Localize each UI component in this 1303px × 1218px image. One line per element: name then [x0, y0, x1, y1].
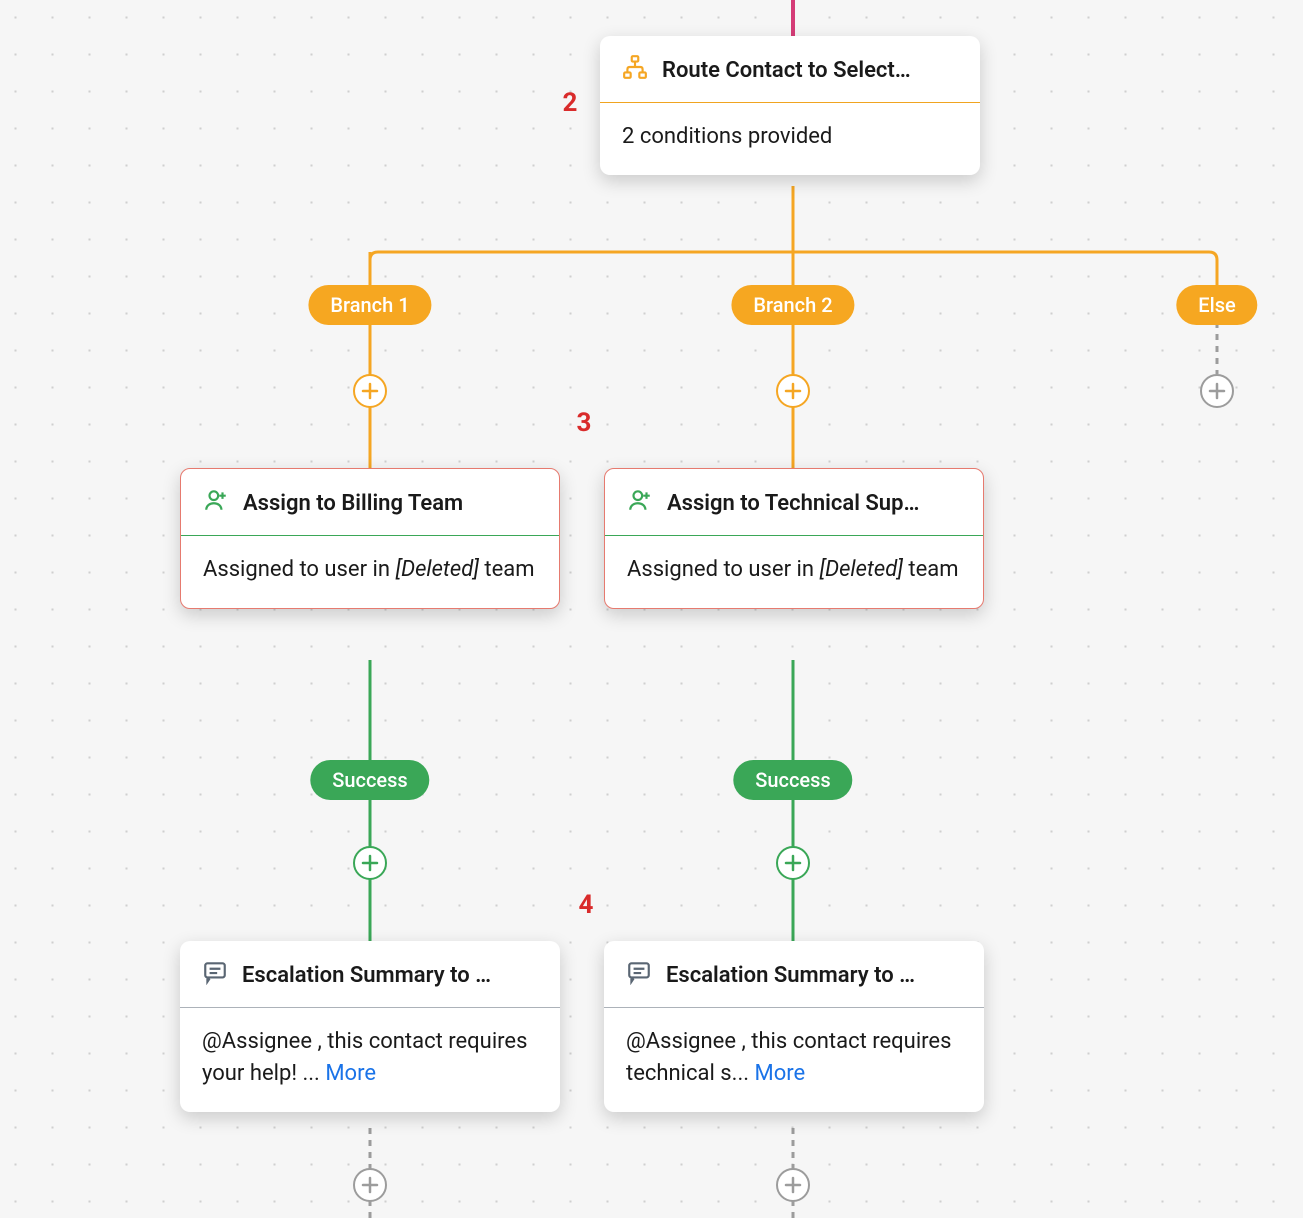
pill-branch-2[interactable]: Branch 2 — [731, 285, 854, 325]
step-label-3: 3 — [577, 408, 592, 438]
card-title: Assign to Billing Team — [243, 491, 463, 516]
card-divider — [180, 1007, 560, 1008]
step-label-4: 4 — [579, 890, 594, 920]
message-icon — [626, 959, 652, 991]
card-assign-billing[interactable]: Assign to Billing Team Assigned to user … — [180, 468, 560, 609]
add-node-after-assign-1[interactable] — [353, 846, 387, 880]
add-node-after-summary-1[interactable] — [353, 1168, 387, 1202]
assign-user-icon — [203, 487, 229, 519]
flow-canvas[interactable]: 2 3 4 Route Contact to Select… 2 conditi… — [0, 0, 1303, 1218]
pill-success-1[interactable]: Success — [310, 760, 429, 800]
card-title: Escalation Summary to … — [666, 963, 915, 988]
step-label-2: 2 — [563, 88, 578, 118]
card-body: 2 conditions provided — [600, 103, 980, 175]
card-body: @Assignee , this contact requires techni… — [604, 1008, 984, 1112]
add-node-after-summary-2[interactable] — [776, 1168, 810, 1202]
more-link[interactable]: More — [755, 1061, 806, 1086]
card-body: Assigned to user in [Deleted] team — [605, 536, 983, 608]
pill-success-2[interactable]: Success — [733, 760, 852, 800]
card-body: @Assignee , this contact requires your h… — [180, 1008, 560, 1112]
assign-user-icon — [627, 487, 653, 519]
pill-branch-1[interactable]: Branch 1 — [308, 285, 431, 325]
add-node-else[interactable] — [1200, 374, 1234, 408]
card-title: Assign to Technical Sup… — [667, 491, 919, 516]
message-icon — [202, 959, 228, 991]
add-node-branch-1[interactable] — [353, 374, 387, 408]
more-link[interactable]: More — [325, 1061, 376, 1086]
add-node-branch-2[interactable] — [776, 374, 810, 408]
card-divider — [604, 1007, 984, 1008]
card-escalation-summary-2[interactable]: Escalation Summary to … @Assignee , this… — [604, 941, 984, 1112]
card-route-contact[interactable]: Route Contact to Select… 2 conditions pr… — [600, 36, 980, 175]
card-escalation-summary-1[interactable]: Escalation Summary to … @Assignee , this… — [180, 941, 560, 1112]
add-node-after-assign-2[interactable] — [776, 846, 810, 880]
card-title: Route Contact to Select… — [662, 58, 911, 83]
card-assign-technical[interactable]: Assign to Technical Sup… Assigned to use… — [604, 468, 984, 609]
card-body: Assigned to user in [Deleted] team — [181, 536, 559, 608]
pill-else[interactable]: Else — [1176, 285, 1257, 325]
card-title: Escalation Summary to … — [242, 963, 491, 988]
branch-icon — [622, 54, 648, 86]
